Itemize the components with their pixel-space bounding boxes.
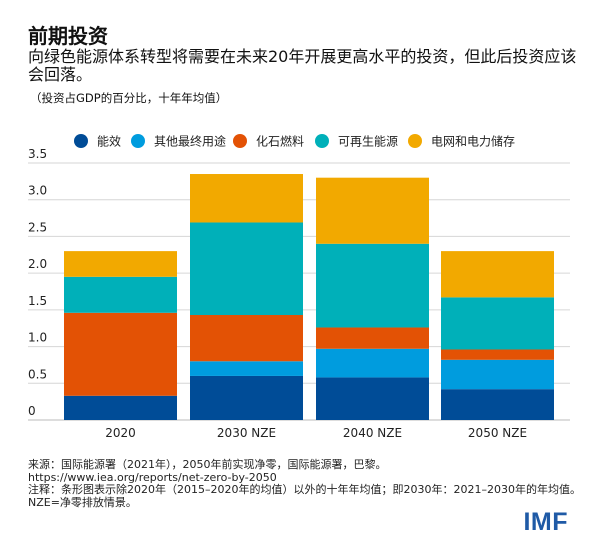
y-tick-label: 0.5 (28, 367, 47, 381)
x-tick-label: 2030 NZE (217, 426, 276, 440)
legend-label: 电网和电力储存 (431, 134, 515, 149)
bar-segment (64, 395, 177, 420)
unit-note: （投资占GDP的百分比，十年年均值） (30, 91, 228, 105)
stacked-bar-chart: 能效 其他最终用途 化石燃料 可再生能源 电网和电力储存 0 0.5 1.0 1.5 2.0 2.5… (28, 134, 570, 440)
y-tick-label: 2.5 (28, 220, 47, 234)
chart-title: 前期投资 (28, 24, 108, 48)
y-tick-label: 1.5 (28, 294, 47, 308)
bar-segment (316, 177, 429, 244)
chart-subtitle: 向绿色能源体系转型将需要在未来20年开展更高水平的投资，但此后投资应该会回落。 (28, 47, 577, 84)
explanatory-note: 注释：条形图表示除2020年（2015–2020年的均值）以外的十年年均值；即2… (28, 483, 581, 509)
imf-logo: IMF (523, 508, 568, 536)
legend-marker (131, 134, 145, 148)
bar-segment (64, 251, 177, 277)
bar-segment (441, 251, 554, 298)
bar-segment (190, 174, 303, 223)
legend-marker (408, 134, 422, 148)
bar-segment (316, 348, 429, 378)
x-tick-label: 2050 NZE (468, 426, 527, 440)
bar-segment (441, 389, 554, 420)
y-tick-label: 0 (28, 404, 36, 418)
bar-segment (64, 276, 177, 313)
legend-marker (233, 134, 247, 148)
legend-label: 其他最终用途 (154, 134, 226, 149)
legend-label: 化石燃料 (256, 134, 304, 149)
x-tick-label: 2040 NZE (343, 426, 402, 440)
source-note: 来源：国际能源署（2021年），2050年前实现净零，国际能源署，巴黎。 (28, 458, 387, 471)
legend-marker (74, 134, 88, 148)
bar-segment (190, 361, 303, 376)
y-tick-label: 3.5 (28, 147, 47, 161)
legend-marker (315, 134, 329, 148)
bar-segment (64, 312, 177, 396)
source-url: https://www.iea.org/reports/net-zero-by-… (28, 470, 277, 484)
bar-segment (190, 314, 303, 362)
bar-segment (441, 359, 554, 390)
y-tick-label: 3.0 (28, 184, 47, 198)
bar-segment (190, 375, 303, 420)
bar-segment (441, 297, 554, 350)
y-tick-label: 1.0 (28, 331, 47, 345)
bar-segment (316, 243, 429, 328)
legend-label: 可再生能源 (338, 135, 398, 149)
bar-segment (441, 349, 554, 360)
bar-segment (190, 222, 303, 315)
footnotes: 来源：国际能源署（2021年），2050年前实现净零，国际能源署，巴黎。 htt… (28, 458, 588, 509)
x-tick-label: 2020 (105, 426, 136, 440)
y-tick-label: 2.0 (28, 257, 47, 271)
bar-segment (316, 377, 429, 420)
legend-label: 能效 (97, 134, 121, 149)
bar-segment (316, 327, 429, 349)
